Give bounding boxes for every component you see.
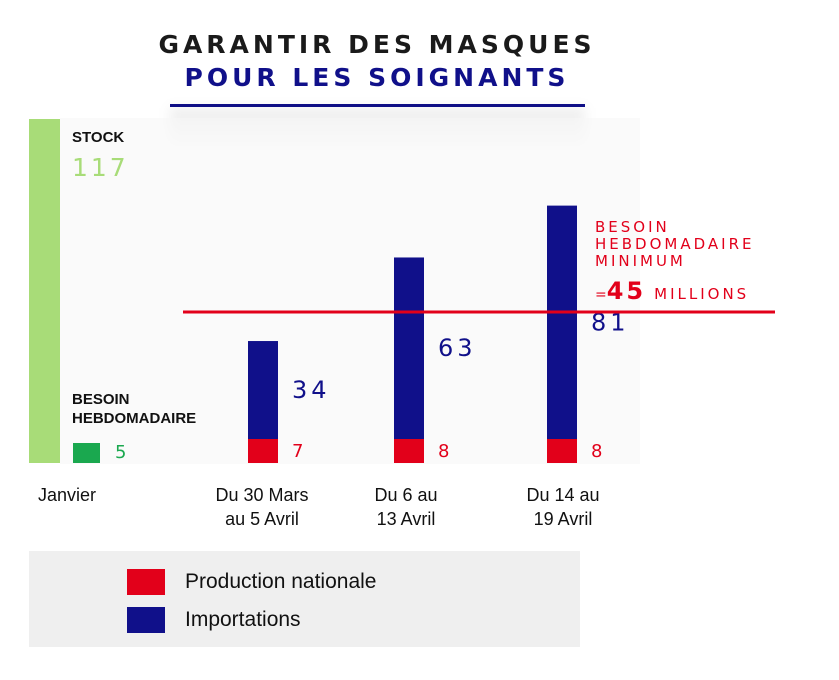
chart-title-line1: GARANTIR DES MASQUES — [158, 30, 596, 59]
bar-importations — [248, 341, 278, 439]
category-label: 19 Avril — [534, 509, 593, 529]
reference-label-line: MINIMUM — [595, 252, 686, 270]
reference-value: 45 — [607, 277, 646, 305]
label-importations: 34 — [292, 376, 331, 404]
legend-swatch-production — [127, 569, 165, 595]
besoin-bar — [73, 443, 100, 463]
legend-item-production: Production nationale — [127, 569, 376, 595]
legend: Production nationale Importations — [29, 551, 580, 647]
legend-swatch-importations — [127, 607, 165, 633]
reference-prefix: = — [595, 287, 607, 303]
bar-production — [248, 439, 278, 463]
bar-importations — [547, 205, 577, 439]
category-label: Du 6 au — [374, 485, 437, 505]
reference-label-line: BESOIN — [595, 218, 670, 236]
stock-value: 117 — [72, 153, 129, 182]
besoin-value: 5 — [115, 442, 126, 463]
category-label: Janvier — [38, 485, 96, 505]
reference-label-line: HEBDOMADAIRE — [595, 235, 754, 253]
label-production: 7 — [292, 441, 303, 462]
label-importations: 63 — [438, 334, 477, 362]
bar-importations — [394, 257, 424, 439]
title-underline — [170, 104, 585, 107]
label-production: 8 — [438, 441, 449, 462]
stock-label: STOCK — [72, 129, 124, 146]
label-production: 8 — [591, 441, 602, 462]
besoin-label-line: HEBDOMADAIRE — [72, 410, 196, 427]
legend-label-production: Production nationale — [185, 570, 377, 593]
bar-production — [547, 439, 577, 463]
reference-suffix: MILLIONS — [654, 285, 749, 303]
besoin-label-line: BESOIN — [72, 391, 130, 408]
plot-background — [60, 118, 640, 464]
chart-title-line2: POUR LES SOIGNANTS — [184, 63, 570, 92]
category-label: Du 14 au — [526, 485, 599, 505]
legend-label-importations: Importations — [185, 608, 301, 631]
stock-bar — [29, 119, 60, 463]
category-label: au 5 Avril — [225, 509, 299, 529]
bar-production — [394, 439, 424, 463]
legend-item-importations: Importations — [127, 607, 301, 633]
category-label: Du 30 Mars — [215, 485, 308, 505]
category-label: 13 Avril — [377, 509, 436, 529]
reference-value-text: =45 MILLIONS — [595, 277, 749, 305]
